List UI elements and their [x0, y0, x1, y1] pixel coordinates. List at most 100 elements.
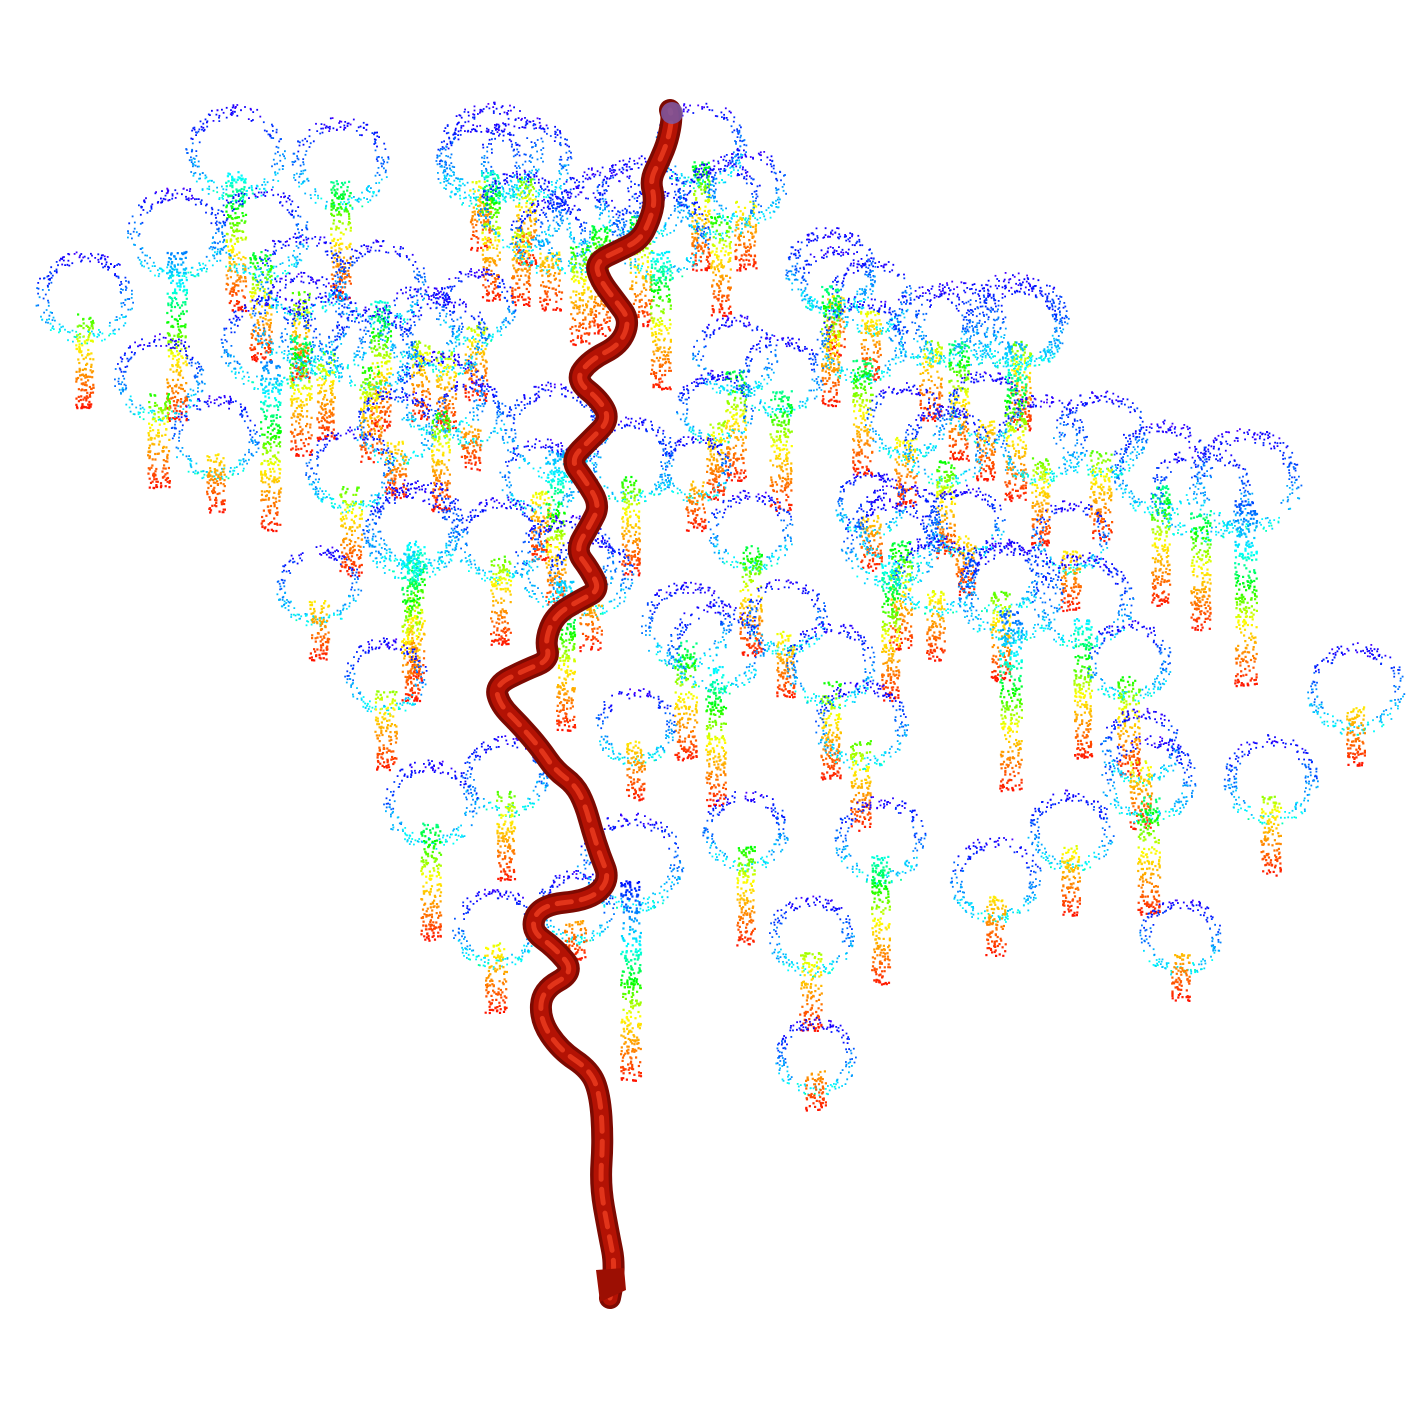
crown-points	[610, 172, 613, 174]
crown-points	[549, 199, 552, 202]
trunk-points	[707, 260, 710, 263]
trunk-points	[338, 203, 341, 206]
trunk-points	[661, 319, 664, 323]
trunk-points	[523, 196, 526, 199]
crown-points	[325, 198, 350, 207]
trunk-points	[254, 326, 257, 329]
crown-points	[553, 216, 556, 219]
trunk-points	[555, 294, 558, 297]
crown-points	[633, 159, 636, 162]
crown-points	[836, 252, 839, 255]
crown-points	[387, 158, 390, 160]
crown-points	[317, 194, 319, 197]
crown-points	[542, 147, 545, 149]
trunk-points	[749, 243, 752, 246]
crown-points	[722, 216, 725, 219]
crown-points	[612, 216, 620, 219]
trunk-points	[581, 285, 585, 288]
crown-points	[570, 237, 573, 240]
trunk-points	[653, 339, 656, 343]
crown-points	[262, 291, 340, 299]
trunk-points	[608, 229, 611, 232]
crown-points	[301, 229, 303, 231]
crown-points	[831, 293, 834, 295]
crown-points	[573, 241, 576, 244]
crown-points	[302, 172, 304, 175]
crown-points	[628, 177, 631, 180]
crown-points	[696, 222, 698, 225]
trunk-points	[265, 322, 268, 325]
trunk-points	[657, 305, 660, 308]
crown-points	[295, 241, 298, 243]
trunk-points	[659, 356, 662, 359]
trunk-points	[605, 226, 608, 229]
crown-points	[455, 187, 522, 190]
trunk-points	[527, 290, 530, 293]
crown-points	[517, 227, 520, 230]
crown-points	[376, 171, 379, 174]
crown-points	[628, 166, 631, 168]
trunk-points	[659, 365, 662, 368]
trunk-points	[519, 259, 522, 262]
trunk-points	[583, 289, 586, 292]
trunk-points	[552, 266, 555, 270]
trunk-points	[656, 269, 659, 272]
crown-points	[678, 267, 680, 270]
trunk-points	[497, 211, 500, 214]
trunk-points	[495, 227, 498, 231]
trunk-points	[710, 314, 713, 317]
trunk-points	[527, 193, 534, 197]
crown-points	[199, 110, 236, 123]
crown-points	[257, 191, 260, 194]
trunk-points	[483, 180, 486, 183]
trunk-points	[587, 313, 590, 316]
crown-points	[493, 101, 496, 104]
trunk-points	[335, 265, 338, 268]
crown-points	[732, 142, 737, 159]
trunk-points	[491, 207, 494, 210]
crown-points	[714, 188, 717, 191]
trunk-points	[666, 285, 669, 288]
trunk-points	[721, 308, 724, 311]
crown-points	[346, 125, 349, 127]
trunk-points	[601, 327, 604, 330]
crown-points	[882, 266, 905, 276]
trunk-points	[245, 285, 248, 288]
crown-points	[741, 154, 744, 156]
trunk-points	[753, 204, 756, 207]
crown-points	[750, 212, 753, 215]
crown-points	[570, 234, 572, 236]
crown-points	[589, 233, 591, 236]
trunk-points	[558, 251, 561, 254]
trunk-points	[525, 259, 537, 263]
crown-points	[713, 192, 723, 207]
crown-points	[472, 188, 475, 191]
trunk-points	[717, 299, 720, 302]
crown-points	[545, 196, 548, 199]
crown-points	[494, 180, 497, 182]
trunk-points	[657, 347, 660, 350]
trunk-points	[348, 215, 351, 218]
crown-points	[503, 172, 514, 176]
trunk-points	[865, 325, 868, 328]
trunk-points	[345, 245, 351, 249]
crown-points	[802, 279, 805, 281]
crown-points	[847, 253, 850, 255]
crown-points	[259, 115, 262, 118]
trunk-points	[663, 285, 666, 288]
crown-points	[615, 213, 618, 216]
crown-points	[468, 194, 470, 197]
crown-points	[324, 250, 327, 253]
crown-points	[692, 187, 695, 190]
trunk-points	[517, 193, 520, 196]
crown-points	[805, 259, 808, 262]
trunk-points	[347, 223, 350, 226]
crown-points	[448, 178, 450, 180]
trunk-points	[332, 222, 335, 225]
trunk-points	[701, 241, 704, 244]
crown-points	[350, 197, 353, 199]
trunk-points	[520, 181, 523, 184]
crown-points	[548, 249, 551, 251]
trunk-points	[330, 227, 333, 230]
